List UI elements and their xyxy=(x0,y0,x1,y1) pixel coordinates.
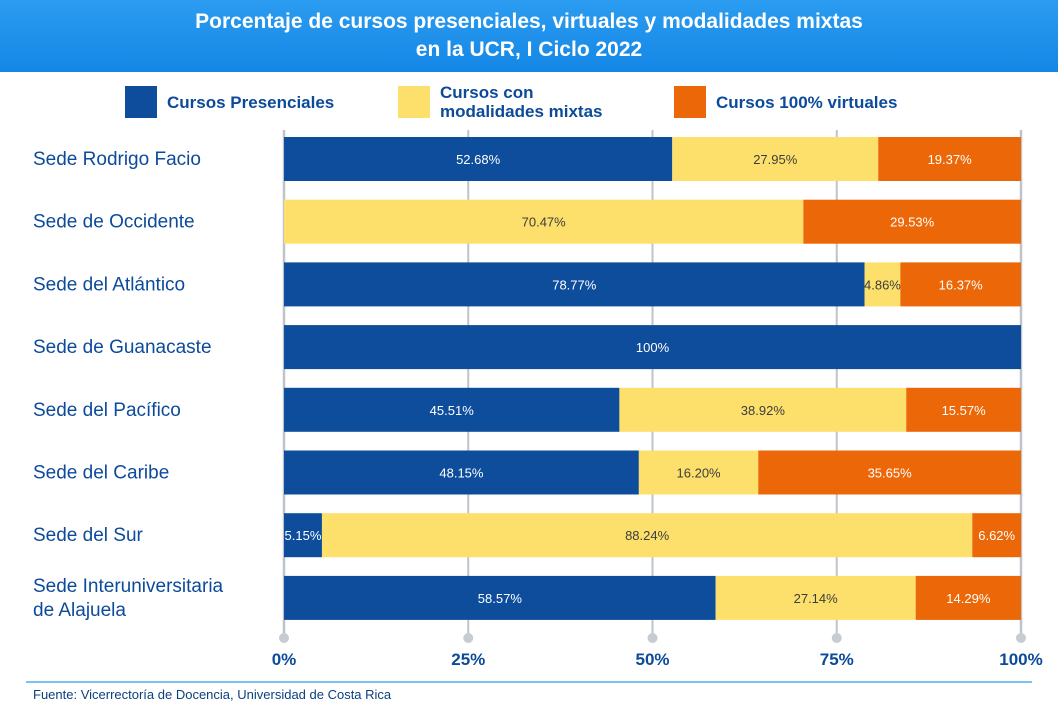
bar-segment xyxy=(284,325,1021,370)
data-label: 14.29% xyxy=(946,591,991,606)
legend-label-presenciales: Cursos Presenciales xyxy=(167,92,335,112)
tick-marker xyxy=(1016,633,1026,643)
x-tick-label: 50% xyxy=(635,650,669,669)
data-label: 45.51% xyxy=(430,403,475,418)
data-label: 5.15% xyxy=(285,528,322,543)
bar-segment xyxy=(638,450,759,495)
x-tick-label: 100% xyxy=(999,650,1042,669)
bar-segment xyxy=(906,387,1021,432)
bar-segment xyxy=(284,137,673,181)
data-label: 58.57% xyxy=(478,591,523,606)
legend-item-presenciales: Cursos Presenciales xyxy=(125,82,367,122)
bar-segment xyxy=(878,137,1021,181)
legend-label-mixtas: Cursos con modalidades mixtas xyxy=(440,83,603,121)
category-label: Sede del Atlántico xyxy=(33,274,185,295)
bar-segment xyxy=(284,262,865,307)
data-label: 78.77% xyxy=(552,277,597,292)
tick-marker xyxy=(279,633,289,643)
tick-marker xyxy=(463,633,474,643)
category-label: Sede Rodrigo Facio xyxy=(33,149,201,170)
footer-divider xyxy=(26,681,1032,683)
data-label: 88.24% xyxy=(625,528,670,543)
legend-item-virtuales: Cursos 100% virtuales xyxy=(674,82,916,122)
category-label: Sede del Sur xyxy=(33,525,144,546)
tick-marker xyxy=(647,633,658,643)
data-label: 100% xyxy=(636,340,670,355)
bar-segment xyxy=(284,387,620,432)
bar-segment xyxy=(284,450,639,495)
data-label: 29.53% xyxy=(890,215,935,230)
tick-marker xyxy=(831,633,842,643)
category-label: Sede de Guanacaste xyxy=(33,337,212,358)
bar-segment xyxy=(864,262,901,307)
data-label: 27.95% xyxy=(753,152,798,167)
x-tick-label: 25% xyxy=(451,650,485,669)
category-label: Sede de Occidente xyxy=(33,212,195,233)
legend-swatch-presenciales xyxy=(125,86,157,118)
x-tick-label: 0% xyxy=(272,650,297,669)
legend-label-virtuales: Cursos 100% virtuales xyxy=(716,92,898,112)
data-label: 15.57% xyxy=(942,403,987,418)
data-label: 27.14% xyxy=(794,591,839,606)
category-label: de Alajuela xyxy=(33,600,126,621)
bar-segment xyxy=(715,575,916,620)
source-note: Fuente: Vicerrectoría de Docencia, Unive… xyxy=(33,687,392,702)
bar-segment xyxy=(803,199,1021,244)
chart-title: Porcentaje de cursos presenciales, virtu… xyxy=(0,0,1058,72)
bar-segment xyxy=(619,387,907,432)
legend-swatch-mixtas xyxy=(398,86,430,118)
data-label: 16.20% xyxy=(677,466,722,481)
bar-segment xyxy=(900,262,1021,307)
bar-segment xyxy=(915,575,1021,620)
category-label: Sede del Pacífico xyxy=(33,400,181,421)
bar-segment xyxy=(284,575,716,620)
legend-swatch-virtuales xyxy=(674,86,706,118)
x-tick-label: 75% xyxy=(820,650,854,669)
chart-title-line-1: Porcentaje de cursos presenciales, virtu… xyxy=(195,10,863,33)
category-label: Sede Interuniversitaria xyxy=(33,576,224,597)
data-label: 52.68% xyxy=(456,152,501,167)
data-label: 16.37% xyxy=(939,277,984,292)
data-label: 35.65% xyxy=(868,466,913,481)
data-label: 38.92% xyxy=(741,403,786,418)
data-label: 70.47% xyxy=(522,215,567,230)
bar-segment xyxy=(758,450,1021,495)
data-label: 6.62% xyxy=(978,528,1015,543)
category-label: Sede del Caribe xyxy=(33,463,169,484)
data-label: 48.15% xyxy=(439,466,484,481)
data-label: 19.37% xyxy=(928,152,973,167)
bar-segment xyxy=(321,513,973,558)
legend: Cursos Presenciales Cursos con modalidad… xyxy=(0,82,1058,122)
bar-segment xyxy=(284,513,322,558)
bar-segment xyxy=(972,513,1022,558)
data-label: 4.86% xyxy=(864,277,901,292)
bar-segment xyxy=(672,137,879,181)
bar-segment xyxy=(284,199,804,244)
chart-title-line-2: en la UCR, I Ciclo 2022 xyxy=(415,38,643,61)
legend-item-mixtas: Cursos con modalidades mixtas xyxy=(398,82,640,122)
